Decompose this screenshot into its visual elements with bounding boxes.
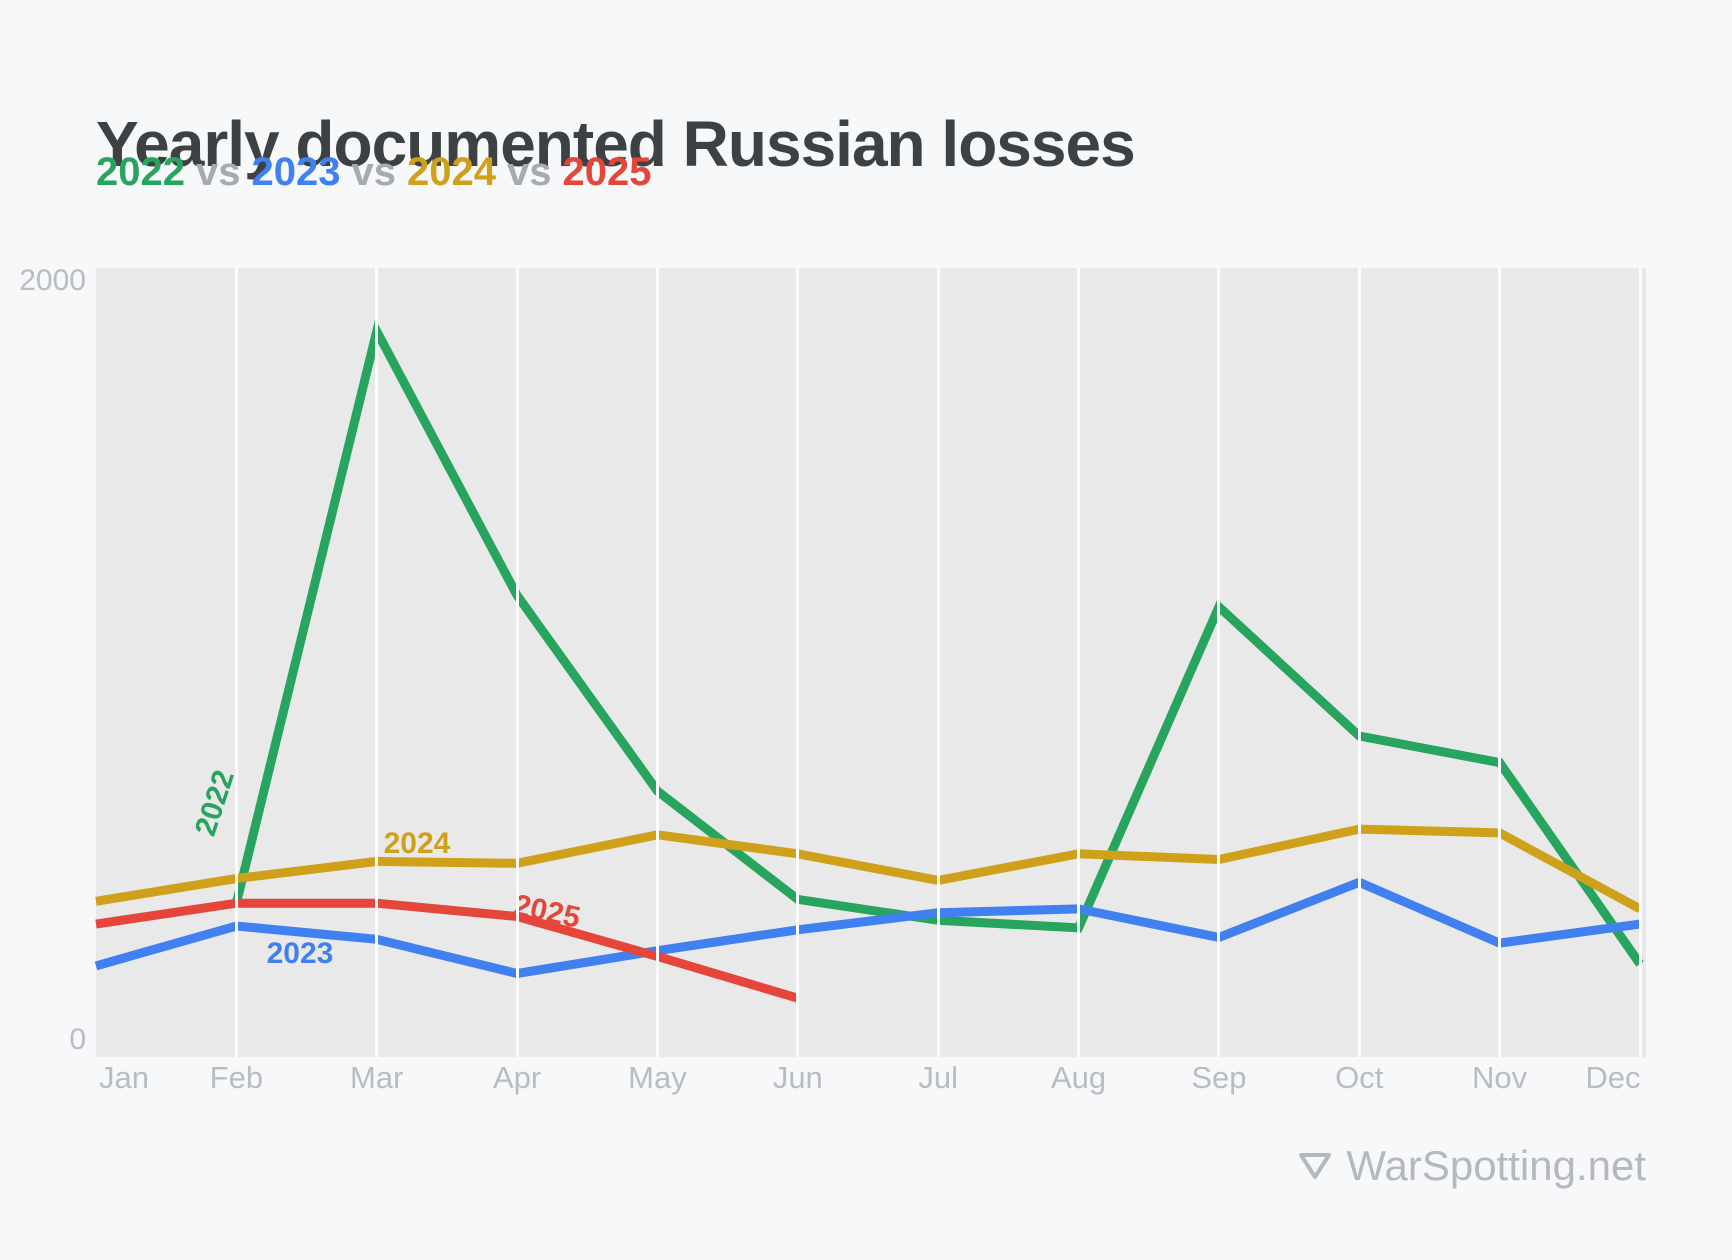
plot-area (96, 268, 1646, 1057)
gridline (655, 268, 659, 1057)
legend-year-2023: 2023 (251, 150, 341, 194)
x-axis-label-sep: Sep (1191, 1060, 1247, 1095)
warspotting-brand-text: WarSpotting.net (1346, 1142, 1646, 1189)
gridline (1217, 268, 1221, 1057)
y-axis-tick-0: 0 (69, 1023, 86, 1056)
x-axis-label-oct: Oct (1335, 1060, 1384, 1095)
legend-separator: vs (351, 150, 396, 194)
gridline (1638, 268, 1642, 1057)
gridline (936, 268, 940, 1057)
legend-year-2022: 2022 (96, 150, 185, 194)
warspotting-link[interactable]: WarSpotting.net (1298, 1142, 1646, 1190)
gridline (515, 268, 519, 1057)
gridline (375, 268, 379, 1057)
gridline (796, 268, 800, 1057)
x-axis-label-may: May (628, 1060, 687, 1095)
legend-separator: vs (506, 150, 552, 194)
legend-year-2024: 2024 (406, 150, 496, 194)
y-axis-tick-2000: 2000 (19, 264, 86, 297)
page-title: Yearly documented Russian losses (96, 107, 1136, 180)
x-axis-label-apr: Apr (492, 1060, 542, 1095)
gridline (234, 268, 238, 1057)
triangle-down-outline-icon (1299, 1153, 1332, 1179)
gridline (1498, 268, 1502, 1057)
gridline (1357, 268, 1361, 1057)
x-axis-label-jun: Jun (772, 1060, 823, 1095)
legend-year-2025: 2025 (562, 150, 652, 194)
gridline (1077, 268, 1081, 1057)
x-axis-label-jan: Jan (99, 1060, 149, 1095)
x-axis-label-dec: Dec (1585, 1060, 1641, 1095)
x-axis-label-mar: Mar (350, 1060, 404, 1095)
legend-separator: vs (195, 150, 241, 194)
chart-legend-subtitle: 2022 vs 2023 vs 2024 vs 2025 (96, 150, 651, 194)
x-axis-label-aug: Aug (1050, 1060, 1107, 1095)
x-axis-label-jul: Jul (918, 1060, 958, 1095)
x-axis-label-feb: Feb (209, 1060, 264, 1095)
x-axis-label-nov: Nov (1472, 1060, 1528, 1095)
